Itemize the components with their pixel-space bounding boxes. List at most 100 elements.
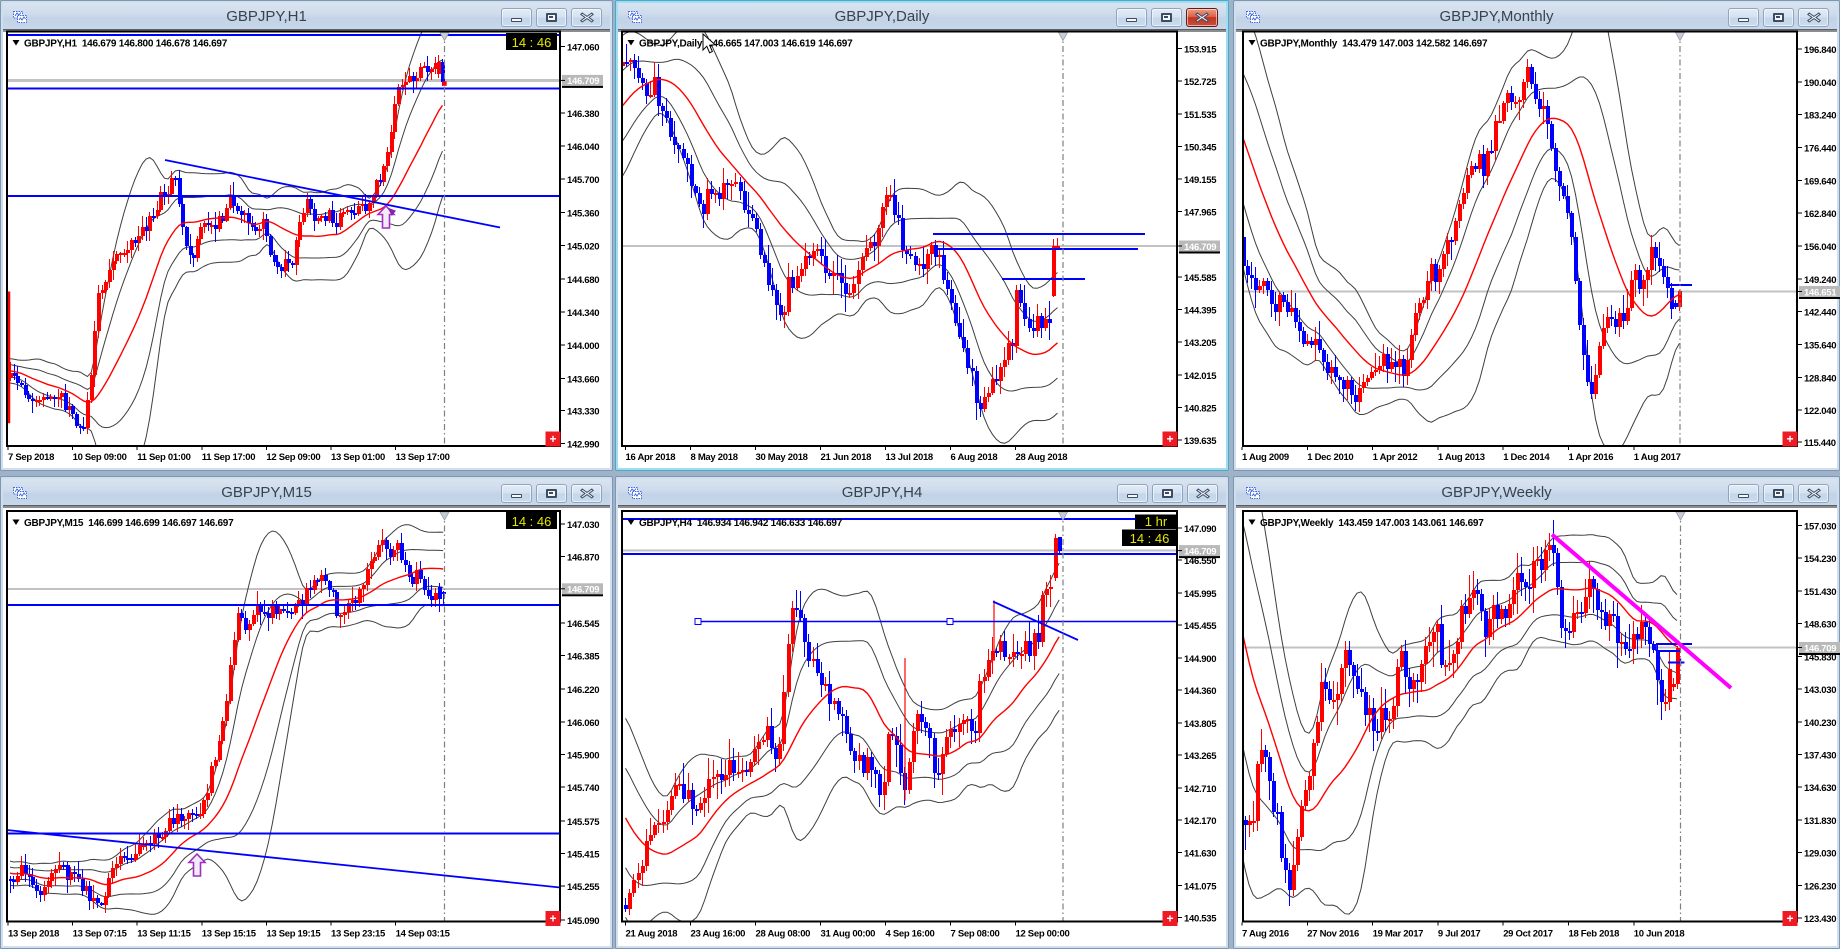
- svg-text:146.550: 146.550: [1184, 556, 1216, 567]
- svg-text:9 Jul 2017: 9 Jul 2017: [1438, 929, 1480, 940]
- svg-text:146.709: 146.709: [567, 76, 599, 87]
- svg-text:129.030: 129.030: [1804, 849, 1836, 860]
- svg-text:13 Sep 23:15: 13 Sep 23:15: [331, 929, 386, 940]
- svg-text:146.709: 146.709: [567, 585, 599, 596]
- svg-text:143.205: 143.205: [1184, 338, 1217, 349]
- svg-text:145.255: 145.255: [567, 882, 600, 893]
- svg-text:+: +: [1786, 432, 1793, 446]
- svg-text:13 Sep 11:15: 13 Sep 11:15: [137, 929, 191, 940]
- svg-text:1 Dec 2010: 1 Dec 2010: [1307, 452, 1353, 463]
- svg-text:11 Sep 17:00: 11 Sep 17:00: [202, 452, 255, 463]
- svg-text:21 Aug 2018: 21 Aug 2018: [626, 929, 678, 940]
- svg-text:10 Sep 09:00: 10 Sep 09:00: [73, 452, 127, 463]
- svg-text:147.965: 147.965: [1184, 208, 1217, 219]
- svg-text:146.545: 146.545: [567, 619, 600, 630]
- svg-text:128.840: 128.840: [1804, 373, 1836, 384]
- svg-text:1 hr: 1 hr: [1145, 514, 1168, 529]
- svg-text:14 : 46: 14 : 46: [512, 514, 552, 529]
- svg-text:144.000: 144.000: [567, 341, 599, 352]
- svg-text:176.440: 176.440: [1804, 144, 1836, 155]
- svg-text:143.660: 143.660: [567, 374, 599, 385]
- svg-text:14 : 46: 14 : 46: [512, 35, 552, 50]
- svg-text:GBPJPY,Daily 146.665 147.003: GBPJPY,Daily 146.665 147.003 146.619 146…: [639, 39, 853, 50]
- svg-text:29 Oct 2017: 29 Oct 2017: [1503, 929, 1553, 940]
- svg-text:18 Feb 2018: 18 Feb 2018: [1569, 929, 1620, 940]
- svg-text:151.535: 151.535: [1184, 110, 1217, 121]
- svg-text:13 Sep 19:15: 13 Sep 19:15: [266, 929, 321, 940]
- svg-text:147.060: 147.060: [567, 43, 599, 54]
- svg-text:28 Aug 2018: 28 Aug 2018: [1016, 452, 1068, 463]
- svg-text:144.340: 144.340: [567, 308, 599, 319]
- svg-text:142.170: 142.170: [1184, 816, 1216, 827]
- svg-text:146.060: 146.060: [567, 718, 599, 729]
- svg-text:144.360: 144.360: [1184, 686, 1216, 697]
- svg-text:+: +: [549, 432, 556, 446]
- svg-text:153.915: 153.915: [1184, 45, 1217, 56]
- svg-text:GBPJPY,M15 146.699 146.699 14: GBPJPY,M15 146.699 146.699 146.697 146.6…: [24, 518, 234, 529]
- svg-text:+: +: [549, 912, 556, 926]
- svg-text:1 Aug 2017: 1 Aug 2017: [1634, 452, 1681, 463]
- svg-text:144.395: 144.395: [1184, 306, 1217, 317]
- svg-text:14 Sep 03:15: 14 Sep 03:15: [396, 929, 451, 940]
- svg-text:10 Jun 2018: 10 Jun 2018: [1634, 929, 1685, 940]
- svg-text:28 Aug 08:00: 28 Aug 08:00: [756, 929, 811, 940]
- svg-text:142.710: 142.710: [1184, 784, 1216, 795]
- svg-text:131.830: 131.830: [1804, 816, 1836, 827]
- svg-text:143.330: 143.330: [567, 407, 599, 418]
- svg-text:14 : 46: 14 : 46: [1130, 531, 1170, 546]
- svg-text:196.840: 196.840: [1804, 45, 1836, 56]
- svg-text:148.630: 148.630: [1804, 620, 1836, 631]
- svg-text:GBPJPY,H4 146.934 146.942 146: GBPJPY,H4 146.934 146.942 146.633 146.69…: [639, 518, 843, 529]
- svg-text:144.680: 144.680: [567, 275, 599, 286]
- svg-text:+: +: [1786, 912, 1793, 926]
- svg-text:126.230: 126.230: [1804, 881, 1836, 892]
- svg-text:145.700: 145.700: [567, 175, 599, 186]
- svg-text:142.015: 142.015: [1184, 371, 1217, 382]
- svg-text:13 Sep 01:00: 13 Sep 01:00: [331, 452, 385, 463]
- svg-text:146.870: 146.870: [567, 553, 599, 564]
- svg-text:12 Sep 00:00: 12 Sep 00:00: [1016, 929, 1070, 940]
- svg-text:13 Sep 15:15: 13 Sep 15:15: [202, 929, 257, 940]
- svg-text:145.995: 145.995: [1184, 589, 1217, 600]
- svg-text:146.380: 146.380: [567, 109, 599, 120]
- svg-text:16 Apr 2018: 16 Apr 2018: [626, 452, 676, 463]
- svg-text:190.040: 190.040: [1804, 78, 1836, 89]
- svg-text:147.030: 147.030: [567, 520, 599, 531]
- svg-text:147.090: 147.090: [1184, 524, 1216, 535]
- svg-text:157.030: 157.030: [1804, 522, 1836, 533]
- svg-text:12 Sep 09:00: 12 Sep 09:00: [266, 452, 320, 463]
- svg-text:1 Apr 2016: 1 Apr 2016: [1569, 452, 1614, 463]
- svg-text:154.230: 154.230: [1804, 554, 1836, 565]
- svg-text:140.825: 140.825: [1184, 403, 1217, 414]
- svg-text:152.725: 152.725: [1184, 77, 1217, 88]
- svg-text:146.385: 146.385: [567, 652, 600, 663]
- svg-text:140.230: 140.230: [1804, 718, 1836, 729]
- svg-text:141.630: 141.630: [1184, 848, 1216, 859]
- svg-text:19 Mar 2017: 19 Mar 2017: [1373, 929, 1424, 940]
- svg-text:31 Aug 00:00: 31 Aug 00:00: [821, 929, 876, 940]
- svg-text:143.805: 143.805: [1184, 719, 1217, 730]
- svg-text:149.240: 149.240: [1804, 275, 1836, 286]
- svg-text:140.535: 140.535: [1184, 913, 1217, 924]
- svg-text:7 Sep 08:00: 7 Sep 08:00: [951, 929, 1000, 940]
- svg-text:156.040: 156.040: [1804, 242, 1836, 253]
- svg-text:8 May 2018: 8 May 2018: [691, 452, 738, 463]
- svg-text:13 Sep 07:15: 13 Sep 07:15: [73, 929, 128, 940]
- svg-text:13 Sep 2018: 13 Sep 2018: [8, 929, 59, 940]
- svg-text:145.585: 145.585: [1184, 273, 1217, 284]
- svg-text:169.640: 169.640: [1804, 176, 1836, 187]
- svg-text:145.415: 145.415: [567, 850, 600, 861]
- svg-text:1 Apr 2012: 1 Apr 2012: [1373, 452, 1418, 463]
- svg-text:GBPJPY,Weekly 143.459 147.003: GBPJPY,Weekly 143.459 147.003 143.061 14…: [1260, 518, 1484, 529]
- svg-text:144.900: 144.900: [1184, 654, 1216, 665]
- svg-text:+: +: [1166, 432, 1173, 446]
- svg-text:6 Aug 2018: 6 Aug 2018: [951, 452, 998, 463]
- svg-text:30 May 2018: 30 May 2018: [756, 452, 808, 463]
- svg-text:149.155: 149.155: [1184, 175, 1217, 186]
- svg-text:142.990: 142.990: [567, 440, 599, 451]
- svg-text:135.640: 135.640: [1804, 341, 1836, 352]
- svg-text:145.360: 145.360: [567, 208, 599, 219]
- svg-text:1 Dec 2014: 1 Dec 2014: [1503, 452, 1550, 463]
- svg-text:1 Aug 2009: 1 Aug 2009: [1242, 452, 1289, 463]
- svg-text:115.440: 115.440: [1804, 438, 1836, 449]
